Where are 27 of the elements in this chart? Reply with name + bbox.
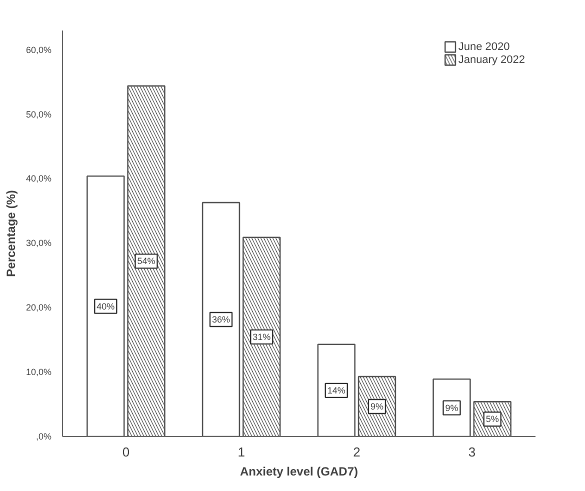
y-tick-label: 30,0%: [26, 238, 52, 248]
x-tick-label: 3: [468, 444, 476, 460]
y-tick-label: 40,0%: [26, 174, 52, 184]
data-label: 14%: [327, 385, 346, 396]
data-label: 9%: [445, 402, 458, 413]
y-tick-label: ,0%: [36, 432, 52, 442]
y-tick-label: 60,0%: [26, 44, 52, 55]
x-tick-label: 0: [122, 444, 130, 460]
data-label: 9%: [370, 402, 384, 412]
data-label: 36%: [212, 314, 230, 325]
x-tick-label: 1: [238, 444, 245, 460]
y-tick-label: 10,0%: [26, 367, 52, 378]
bar: [202, 202, 240, 436]
x-axis-title: Anxiety level (GAD7): [240, 464, 358, 478]
y-tick-label: 20,0%: [26, 302, 52, 313]
bar: [317, 344, 356, 436]
data-label: 54%: [137, 256, 156, 266]
y-axis-title: Percentage (%): [4, 190, 18, 277]
legend-label: January 2022: [458, 54, 525, 66]
x-tick-label: 2: [353, 444, 360, 460]
bar: [86, 175, 125, 436]
bar: [432, 378, 471, 436]
data-label: 40%: [96, 301, 115, 312]
legend-label: June 2020: [458, 40, 510, 52]
data-label: 31%: [252, 332, 271, 342]
data-label: 5%: [486, 414, 499, 424]
y-tick-label: 50,0%: [26, 109, 52, 120]
